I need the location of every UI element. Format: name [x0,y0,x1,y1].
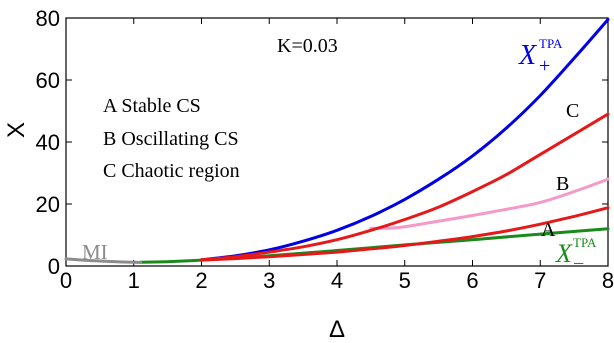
y-tick-label: 80 [36,6,60,31]
region-label-b: B [556,173,569,195]
y-tick-label: 40 [36,130,60,155]
series-line-x-plus [200,18,610,262]
x-tick-label: 1 [128,268,140,293]
y-tick-label: 60 [36,68,60,93]
series-line-boundary-A [200,206,610,262]
x-plus-label: X [518,40,537,71]
legend-line-b: B Oscillating CS [103,128,239,150]
x-tick-label: 5 [399,268,411,293]
x-tick-label: 6 [466,268,478,293]
x-plus-label-base: X [518,40,537,71]
region-label-a: A [541,219,556,241]
series-layer [64,18,610,264]
x-tick-label: 4 [331,268,343,293]
x-minus-sub: − [573,253,584,275]
x-plus-sup: TPA [539,36,563,51]
y-tick-label: 0 [48,254,60,279]
y-tick-label: 20 [36,192,60,217]
region-label-c: C [566,100,579,122]
series-line-mi [64,257,142,264]
x-axis-label: Δ [329,316,345,343]
mi-label: MI [82,240,108,264]
legend-line-a: A Stable CS [103,95,201,117]
series-line-boundary-C [200,112,610,262]
x-tick-label: 7 [534,268,546,293]
y-axis-label: X [3,122,30,138]
x-tick-label: 2 [195,268,207,293]
x-tick-label: 8 [602,268,614,293]
x-minus-sup: TPA [573,235,597,250]
x-minus-label-base: X [555,239,573,268]
mi-label-text: MI [82,240,108,264]
x-tick-label: 0 [60,268,72,293]
series-line-boundary-B [369,177,610,230]
x-minus-label: X [555,239,573,268]
parameter-text: K=0.03 [277,35,338,57]
x-plus-sub: + [539,55,550,77]
series-line-x-minus [139,227,610,264]
x-tick-label: 3 [263,268,275,293]
legend-line-c: C Chaotic region [103,160,240,182]
